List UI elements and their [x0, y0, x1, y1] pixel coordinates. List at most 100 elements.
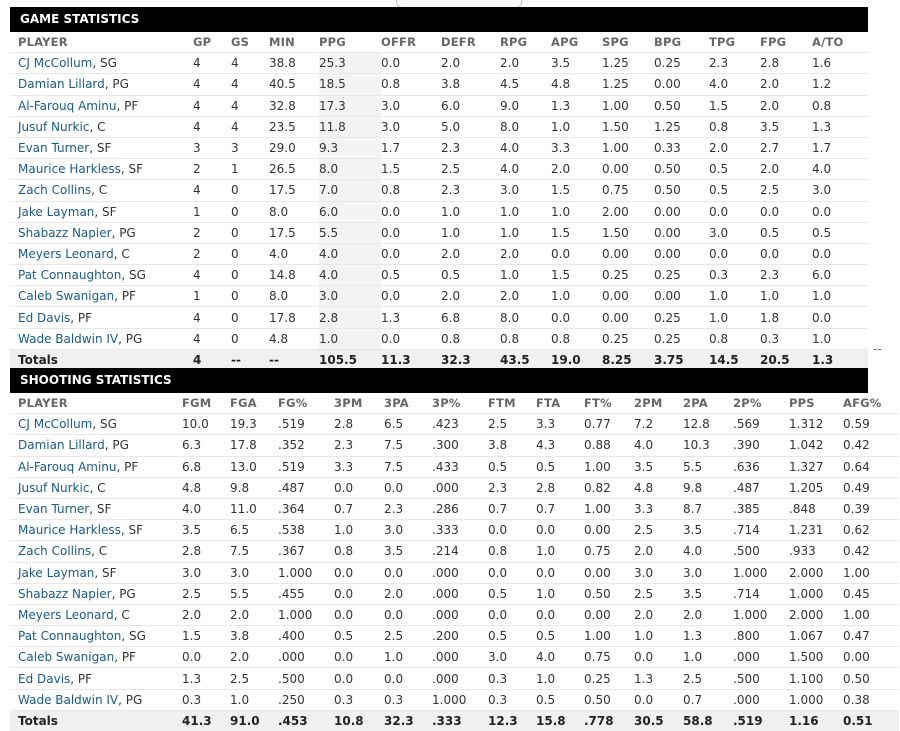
player-link[interactable]: Maurice Harkless — [18, 523, 121, 538]
player-link[interactable]: Caleb Swanigan — [18, 650, 115, 665]
column-header-3pm[interactable]: 3PM — [334, 393, 384, 415]
player-link[interactable]: Caleb Swanigan — [18, 289, 115, 304]
player-link[interactable]: Ed Davis — [18, 671, 71, 686]
stat-cell-spg: 0.00 — [602, 306, 654, 329]
player-link[interactable]: CJ McCollum — [18, 56, 93, 71]
player-position: , C — [113, 246, 130, 261]
player-link[interactable]: Damian Lillard — [18, 438, 105, 453]
stat-cell-rpg: 4.5 — [500, 73, 551, 96]
column-header-fpg[interactable]: FPG — [760, 32, 812, 54]
player-link[interactable]: Wade Baldwin IV — [18, 692, 119, 707]
stat-cell-gs: 0 — [231, 243, 269, 266]
player-link[interactable]: Evan Turner — [18, 141, 90, 156]
player-cell: Evan Turner, SF — [10, 137, 193, 160]
player-link[interactable]: Jusuf Nurkic — [18, 119, 90, 134]
stat-cell-rpg: 0.8 — [500, 328, 551, 350]
column-header-3pa[interactable]: 3PA — [384, 393, 432, 415]
stat-cell-gp: 4 — [193, 328, 231, 350]
player-link[interactable]: Al-Farouq Aminu — [18, 459, 117, 474]
total-cell-offr: 11.3 — [381, 349, 441, 370]
stat-cell-fg: .000 — [278, 646, 334, 669]
stat-cell-a-to: 6.0 — [812, 264, 868, 287]
stat-cell-ft: 0.88 — [584, 434, 634, 457]
player-link[interactable]: Zach Collins — [18, 544, 92, 559]
player-link[interactable]: Wade Baldwin IV — [18, 331, 119, 346]
player-link[interactable]: Meyers Leonard — [18, 246, 114, 261]
stat-cell-ppg: 17.3 — [319, 95, 381, 117]
column-header-offr[interactable]: OFFR — [381, 32, 441, 54]
stat-cell-2pm: 4.8 — [634, 477, 683, 499]
stat-cell-fta: 4.3 — [536, 434, 584, 457]
player-link[interactable]: Shabazz Napier — [18, 225, 112, 240]
column-header-2p[interactable]: 2P% — [733, 393, 789, 415]
player-link[interactable]: Meyers Leonard — [18, 607, 114, 622]
total-cell-fgm: 41.3 — [182, 710, 230, 731]
player-link[interactable]: Pat Connaughton — [18, 268, 122, 283]
column-header-spg[interactable]: SPG — [602, 32, 654, 54]
column-header-ftm[interactable]: FTM — [488, 393, 536, 415]
stat-cell-3pm: 0.0 — [334, 583, 384, 605]
player-link[interactable]: Zach Collins — [18, 183, 92, 198]
player-link[interactable]: Maurice Harkless — [18, 162, 121, 177]
table-row: Caleb Swanigan, PF 1 0 8.0 3.0 0.0 2.0 2.0 1.0 0.… — [10, 285, 868, 308]
stat-cell-apg: 0.8 — [551, 328, 602, 350]
stat-cell-ftm: 0.7 — [488, 498, 536, 521]
stat-cell-ftm: 3.0 — [488, 646, 536, 669]
player-link[interactable]: Shabazz Napier — [18, 586, 112, 601]
column-header-fta[interactable]: FTA — [536, 393, 584, 415]
player-link[interactable]: Jusuf Nurkic — [18, 480, 90, 495]
stat-cell-tpg: 0.8 — [709, 116, 760, 138]
stat-cell-3pa: 7.5 — [384, 434, 432, 457]
stat-cell-fta: 1.0 — [536, 540, 584, 563]
player-link[interactable]: Al-Farouq Aminu — [18, 98, 117, 113]
column-header-defr[interactable]: DEFR — [441, 32, 500, 54]
stat-cell-2pm: 0.0 — [634, 646, 683, 669]
column-header-gp[interactable]: GP — [193, 32, 231, 54]
player-link[interactable]: Damian Lillard — [18, 77, 105, 92]
stat-cell-min: 17.5 — [269, 222, 319, 244]
column-header-bpg[interactable]: BPG — [654, 32, 709, 54]
column-header-min[interactable]: MIN — [269, 32, 319, 54]
column-header-a-to[interactable]: A/TO — [812, 32, 868, 54]
column-header-player[interactable]: PLAYER — [10, 393, 182, 415]
column-header-ppg[interactable]: PPG — [319, 32, 381, 54]
stat-cell-bpg: 0.00 — [654, 285, 709, 308]
player-position: , SG — [121, 268, 146, 283]
stat-cell-apg: 1.5 — [551, 222, 602, 244]
stat-cell-apg: 1.5 — [551, 179, 602, 202]
player-link[interactable]: CJ McCollum — [18, 417, 93, 432]
table-row: Meyers Leonard, C 2.0 2.0 1.000 0.0 0.0.000 0.… — [10, 604, 899, 627]
column-header-afg[interactable]: AFG% — [843, 393, 899, 415]
column-header-player[interactable]: PLAYER — [10, 32, 193, 54]
player-link[interactable]: Pat Connaughton — [18, 629, 122, 644]
stat-cell-3pa: 2.5 — [384, 625, 432, 648]
stat-cell-afg: 0.59 — [843, 413, 899, 436]
column-header-3p[interactable]: 3P% — [432, 393, 488, 415]
total-cell-spg: 8.25 — [602, 349, 654, 370]
column-header-pps[interactable]: PPS — [789, 393, 843, 415]
column-header-fga[interactable]: FGA — [230, 393, 278, 415]
player-position: , PF — [114, 650, 136, 665]
player-link[interactable]: Jake Layman — [18, 204, 95, 219]
column-header-tpg[interactable]: TPG — [709, 32, 760, 54]
stat-cell-fga: 2.0 — [230, 646, 278, 669]
stat-cell-offr: 1.3 — [381, 306, 441, 329]
player-position: , SF — [120, 523, 144, 538]
stat-cell-2p: .000 — [733, 646, 789, 669]
player-link[interactable]: Jake Layman — [18, 565, 95, 580]
player-position: , PF — [70, 671, 93, 686]
column-header-2pm[interactable]: 2PM — [634, 393, 683, 415]
column-header-fg[interactable]: FG% — [278, 393, 334, 415]
stat-cell-offr: 3.0 — [381, 116, 441, 138]
column-header-gs[interactable]: GS — [231, 32, 269, 54]
player-link[interactable]: Evan Turner — [18, 502, 90, 517]
column-header-fgm[interactable]: FGM — [182, 393, 230, 415]
column-header-rpg[interactable]: RPG — [500, 32, 551, 54]
column-header-ft[interactable]: FT% — [584, 393, 634, 415]
player-cell: Jake Layman, SF — [10, 562, 182, 584]
player-position: , PG — [118, 331, 143, 346]
column-header-2pa[interactable]: 2PA — [683, 393, 733, 415]
player-link[interactable]: Ed Davis — [18, 310, 71, 325]
column-header-apg[interactable]: APG — [551, 32, 602, 54]
stat-cell-min: 17.8 — [269, 306, 319, 329]
